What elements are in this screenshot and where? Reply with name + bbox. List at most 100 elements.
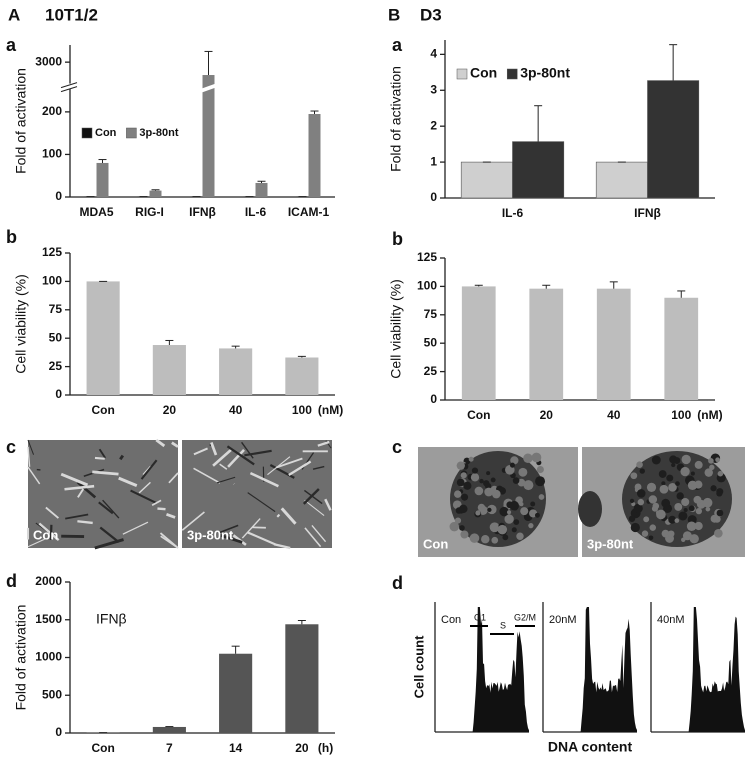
cell-outline [49, 524, 53, 540]
bar [460, 161, 513, 199]
cell [695, 507, 702, 515]
cell [486, 471, 491, 476]
cell [483, 480, 490, 487]
cell [523, 453, 533, 463]
cell [487, 507, 492, 513]
cell [531, 452, 542, 463]
cell [491, 489, 501, 499]
y-tick-label: 125 [42, 245, 62, 259]
gate-label: G1 [474, 612, 486, 622]
bar [219, 653, 253, 733]
cell [646, 482, 657, 492]
cell [536, 465, 544, 474]
cell [710, 514, 719, 523]
subpanel-label: c [6, 437, 16, 457]
panel-title: 10T1/2 [45, 5, 98, 24]
cell-outline [27, 538, 45, 548]
cell-outline [247, 492, 276, 513]
bar [152, 345, 186, 395]
gate-label: G2/M [514, 612, 536, 622]
y-tick-label: 50 [424, 335, 438, 349]
cell-outline [165, 513, 176, 519]
bar [152, 726, 186, 733]
cell-outline [76, 481, 97, 499]
cell [463, 481, 472, 490]
cell [708, 458, 714, 464]
cell-outline [312, 465, 325, 470]
cell [519, 502, 524, 507]
cell [693, 495, 702, 504]
legend-label: 3p-80nt [520, 65, 570, 81]
cell [671, 462, 676, 468]
histogram [543, 607, 637, 732]
subpanel-label: c [392, 437, 402, 457]
panel-title: D3 [420, 5, 442, 24]
bar [96, 162, 109, 197]
cell-outline [130, 489, 157, 504]
cell-outline [122, 521, 149, 535]
x-tick-label: Con [467, 408, 490, 422]
y-tick-label: 2000 [35, 574, 62, 588]
cell-outline [216, 476, 236, 484]
cell [629, 498, 635, 504]
bar-break [201, 83, 216, 93]
cell-outline [276, 513, 281, 518]
x-tick-label: 20 [540, 408, 554, 422]
x-tick-label: 100 [671, 408, 691, 422]
cell [481, 534, 490, 544]
colony [578, 491, 602, 527]
cell [673, 457, 681, 464]
cell-outline [77, 520, 93, 525]
histogram [435, 607, 529, 732]
x-tick-label: Con [91, 403, 114, 417]
y-axis-label: Cell viability (%) [388, 279, 404, 379]
cell-outline [98, 448, 107, 459]
cell-outline [151, 499, 162, 506]
cell [661, 498, 671, 508]
cell [690, 471, 695, 476]
y-tick-label: 200 [42, 104, 62, 118]
cell-outline [311, 524, 327, 543]
y-tick-label: 25 [49, 359, 63, 373]
image-label: 3p-80nt [587, 536, 634, 551]
x-tick-label: IL-6 [245, 205, 267, 219]
cell [710, 485, 717, 492]
y-tick-label: 0 [55, 725, 62, 739]
y-tick-label: 100 [42, 147, 62, 161]
y-tick-label: 0 [430, 190, 437, 204]
cell-outline [219, 533, 243, 544]
cell-outline [193, 447, 208, 456]
subpanel-label: d [6, 571, 17, 591]
cell [523, 480, 534, 491]
bar [255, 182, 268, 197]
cell-outline [212, 448, 232, 467]
cell-outline [317, 440, 330, 447]
cell [661, 481, 666, 486]
cell [479, 478, 484, 484]
cell [455, 507, 463, 514]
axis-break [60, 82, 78, 89]
panel-label: A [8, 5, 20, 24]
cell-outline [140, 459, 158, 480]
cell [636, 489, 646, 498]
cell-outline [241, 441, 254, 459]
cell [460, 472, 467, 479]
bar [86, 281, 120, 395]
cell [659, 484, 669, 494]
cell [668, 483, 677, 492]
cell [661, 529, 670, 538]
cell-outline [138, 481, 151, 494]
cell [511, 527, 517, 533]
cell [461, 493, 469, 501]
cell [459, 525, 465, 531]
bar [202, 75, 215, 197]
cell [520, 507, 529, 516]
y-axis-label: Fold of activation [13, 68, 29, 174]
y-tick-label: 25 [424, 364, 438, 378]
cell [694, 460, 703, 469]
cell-outline [45, 506, 60, 519]
x-tick-label: 14 [229, 741, 243, 755]
bar [647, 80, 700, 199]
cell-outline [276, 457, 303, 469]
cell-outline [27, 446, 31, 467]
